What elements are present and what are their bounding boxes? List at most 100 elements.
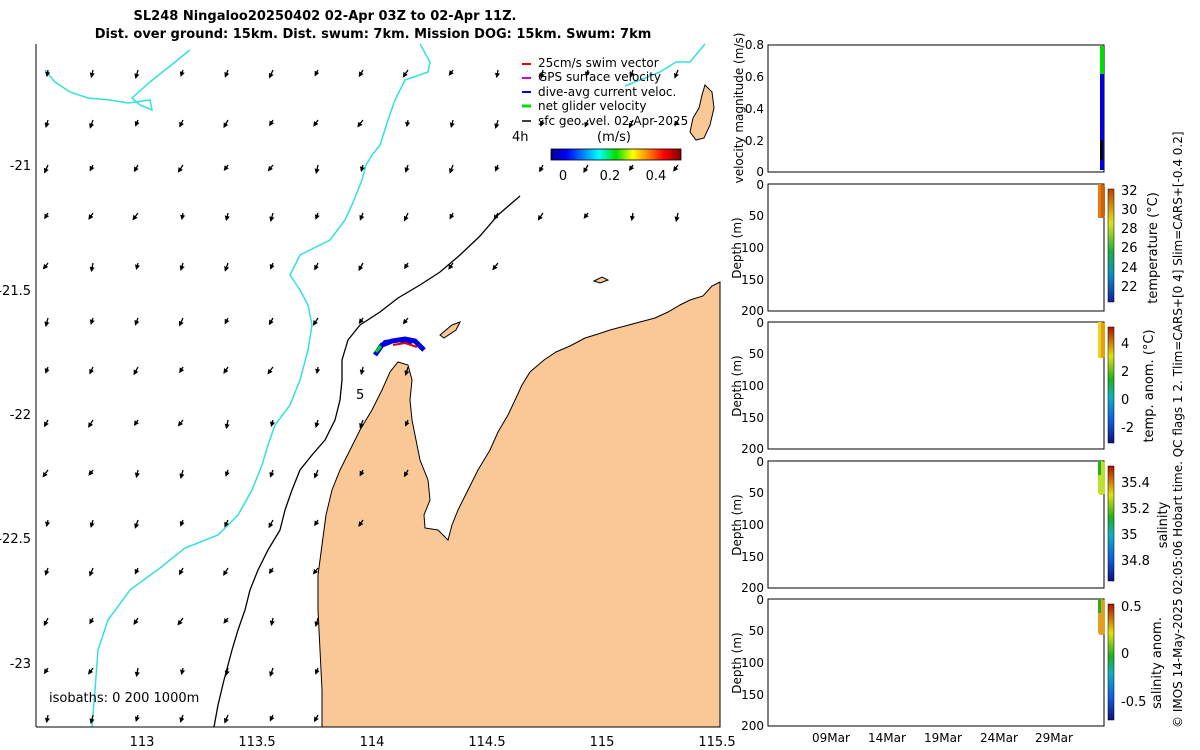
colorbar-unit: (m/s) xyxy=(597,130,631,145)
temp-anomaly-ylabel: Depth (m) xyxy=(730,355,744,416)
velocity-arrow xyxy=(314,419,320,428)
svg-text:0.5: 0.5 xyxy=(1121,600,1142,615)
x-tick-114-5: 114.5 xyxy=(468,735,505,750)
svg-text:50: 50 xyxy=(749,209,764,223)
svg-text:0: 0 xyxy=(756,178,764,192)
velocity-arrow xyxy=(180,212,186,221)
velocity-arrow xyxy=(314,212,320,220)
velocity-arrow xyxy=(179,714,185,723)
glider-track xyxy=(372,336,426,357)
svg-text:-2: -2 xyxy=(1121,421,1134,436)
x-tick-113-5: 113.5 xyxy=(238,735,275,750)
velocity-arrow xyxy=(269,212,275,222)
svg-text:200: 200 xyxy=(741,304,764,318)
temp-anomaly-panel: 0 50 100 150 200 Depth (m) 4 2 0 -2 temp… xyxy=(730,316,1157,456)
svg-text:28: 28 xyxy=(1121,222,1138,237)
velocity-arrow xyxy=(539,69,545,80)
svg-text:24: 24 xyxy=(1121,261,1138,276)
velocity-arrow xyxy=(133,366,139,376)
velocity-arrow xyxy=(134,69,140,79)
velocity-arrow xyxy=(223,119,229,129)
velocity-arrow xyxy=(224,519,230,528)
x-tick-113: 113 xyxy=(130,735,155,750)
velocity-arrow xyxy=(315,366,321,375)
velocity-arrow xyxy=(178,317,184,327)
velocity-arrow xyxy=(674,69,679,79)
velocity-arrow xyxy=(492,262,499,271)
svg-text:24Mar: 24Mar xyxy=(980,731,1018,745)
svg-text:2: 2 xyxy=(1121,365,1129,380)
y-tick-22: -22 xyxy=(10,408,31,423)
svg-text:34.8: 34.8 xyxy=(1121,554,1150,569)
velocity-arrow xyxy=(223,164,229,171)
isobath-label: isobaths: 0 200 1000m xyxy=(49,691,199,706)
velocity-arrow xyxy=(404,262,410,270)
velocity-arrow xyxy=(42,262,49,270)
map-x-axis: 113 113.5 114 114.5 115 115.5 xyxy=(130,735,736,750)
temperature-cb-ticks: 32 30 28 26 24 22 xyxy=(1121,184,1138,295)
legend-swim: 25cm/s swim vector xyxy=(538,56,659,70)
svg-text:26: 26 xyxy=(1121,241,1138,256)
velocity-arrow xyxy=(134,262,140,271)
velocity-arrow xyxy=(402,69,409,78)
velocity-arrow xyxy=(674,119,680,127)
salinity-anomaly-depth-ticks: 0 50 100 150 200 xyxy=(741,593,764,733)
svg-text:100: 100 xyxy=(741,518,764,532)
velocity-arrow xyxy=(89,317,95,325)
velocity-arrow xyxy=(312,567,319,575)
velocity-arrow xyxy=(404,366,410,376)
temp-anomaly-depth-ticks: 0 50 100 150 200 xyxy=(741,316,764,456)
velocity-arrow xyxy=(88,667,94,675)
side-caption: © IMOS 14-May-2025 02:05:06 Hobart time.… xyxy=(1171,131,1185,728)
velocity-arrow xyxy=(313,714,319,723)
temperature-depth-ticks: 0 50 100 150 200 xyxy=(741,178,764,318)
velocity-arrow xyxy=(180,667,186,676)
velocity-arrow xyxy=(88,419,94,428)
velocity-arrow xyxy=(358,317,364,324)
colorbar-tick-0-2: 0.2 xyxy=(600,169,621,184)
velocity-arrow xyxy=(539,164,544,173)
velocity-arrow xyxy=(537,212,544,221)
salinity-colorbar xyxy=(1107,465,1115,582)
vel-tick-0-2: 0.2 xyxy=(745,134,764,148)
legend-sfc: sfc geo. vel. 02-Apr-2025 xyxy=(538,114,688,128)
legend-dive: dive-avg current veloc. xyxy=(538,85,676,99)
velocity-arrow xyxy=(314,164,320,175)
velocity-arrow xyxy=(628,164,635,172)
temp-anomaly-cb-ticks: 4 2 0 -2 xyxy=(1121,337,1134,436)
salinity-anomaly-ylabel: Depth (m) xyxy=(730,632,744,693)
velocity-arrow xyxy=(89,519,95,528)
map-y-axis: -21 -21.5 -22 -22.5 -23 xyxy=(0,159,31,672)
velocity-arrow xyxy=(494,119,500,129)
vel-tick-0-8: 0.8 xyxy=(745,38,764,52)
svg-text:0: 0 xyxy=(756,316,764,330)
velocity-arrow xyxy=(89,617,95,625)
velocity-arrow xyxy=(269,667,275,677)
velocity-arrow xyxy=(89,119,95,129)
map-legend: 25cm/s swim vector GPS surface velocity … xyxy=(522,56,688,128)
svg-text:50: 50 xyxy=(749,486,764,500)
velocity-arrow xyxy=(177,617,184,626)
velocity-arrow xyxy=(269,617,275,627)
temperature-cb-label: temperature (°C) xyxy=(1146,192,1161,304)
svg-text:50: 50 xyxy=(749,624,764,638)
velocity-arrow xyxy=(449,212,455,220)
vel-tick-0: 0 xyxy=(756,165,764,179)
velocity-ylabel: velocity magnitude (m/s) xyxy=(732,33,746,184)
y-tick-23: -23 xyxy=(10,657,31,672)
salinity-cb-label: salinity xyxy=(1156,501,1171,548)
velocity-arrow xyxy=(448,69,454,76)
velocity-arrow xyxy=(405,119,411,128)
svg-text:100: 100 xyxy=(741,656,764,670)
velocity-arrow xyxy=(134,519,140,529)
svg-text:0: 0 xyxy=(756,455,764,469)
svg-text:100: 100 xyxy=(741,379,764,393)
velocity-arrow xyxy=(449,119,455,129)
salinity-anomaly-colorbar xyxy=(1107,603,1115,721)
svg-text:30: 30 xyxy=(1121,203,1138,218)
velocity-arrow xyxy=(43,164,49,174)
velocity-arrow xyxy=(179,262,185,271)
isobath-200 xyxy=(213,195,521,728)
velocity-arrow xyxy=(43,667,49,675)
salinity-anomaly-panel: 0 50 100 150 200 Depth (m) 0.5 0 -0.5 sa… xyxy=(730,593,1165,733)
